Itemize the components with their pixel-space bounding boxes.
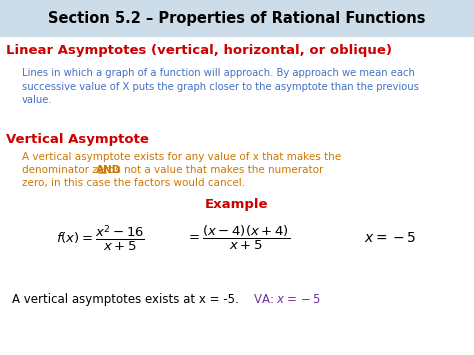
Text: Section 5.2 – Properties of Rational Functions: Section 5.2 – Properties of Rational Fun… [48,11,426,26]
Text: is not a value that makes the numerator: is not a value that makes the numerator [109,165,323,175]
Text: A vertical asymptote exists for any value of x that makes the: A vertical asymptote exists for any valu… [22,152,341,162]
Text: Vertical Asymptote: Vertical Asymptote [6,133,149,146]
Text: Example: Example [205,198,269,211]
Text: $x = -5$: $x = -5$ [364,231,416,245]
Text: VA: $x = -5$: VA: $x = -5$ [253,293,321,306]
Text: AND: AND [96,165,121,175]
Text: Lines in which a graph of a function will approach. By approach we mean each
suc: Lines in which a graph of a function wil… [22,68,419,105]
Text: Linear Asymptotes (vertical, horizontal, or oblique): Linear Asymptotes (vertical, horizontal,… [6,44,392,57]
Text: denominator zero: denominator zero [22,165,118,175]
Text: zero, in this case the factors would cancel.: zero, in this case the factors would can… [22,178,245,188]
Text: $f(x) = \dfrac{x^2 - 16}{x + 5}$: $f(x) = \dfrac{x^2 - 16}{x + 5}$ [55,223,145,253]
Text: $= \dfrac{(x-4)(x+4)}{x+5}$: $= \dfrac{(x-4)(x+4)}{x+5}$ [186,224,290,252]
FancyBboxPatch shape [0,0,474,37]
Text: A vertical asymptotes exists at x = -5.: A vertical asymptotes exists at x = -5. [12,293,250,306]
